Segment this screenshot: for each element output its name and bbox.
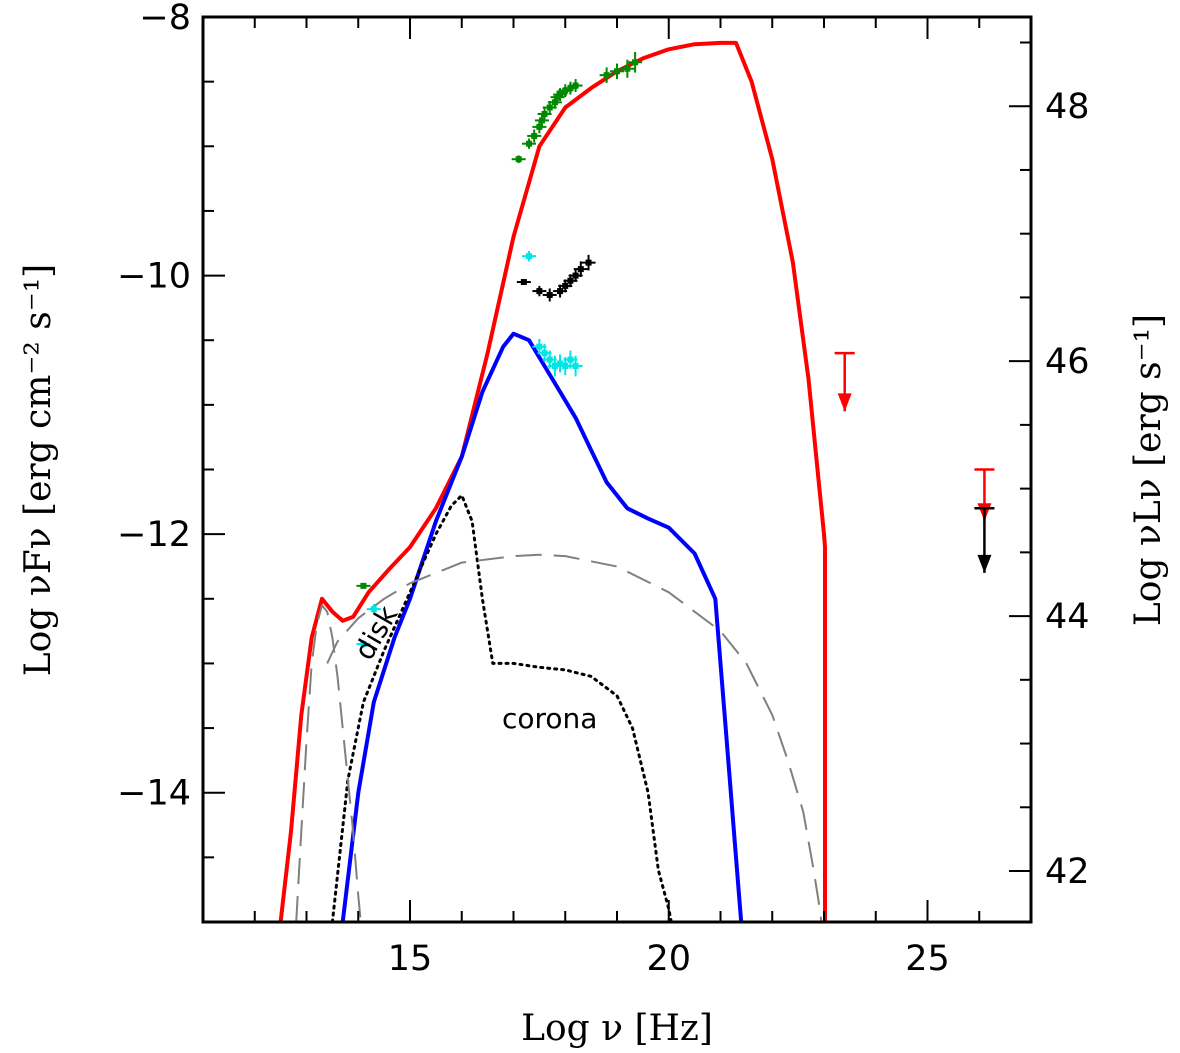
y-axis-label-right: Log νLν [erg s⁻¹] bbox=[1128, 314, 1169, 626]
upper-limit-arrow bbox=[974, 507, 995, 573]
data-point-cyan bbox=[522, 251, 537, 262]
data-point-green bbox=[620, 59, 635, 78]
plot-frame bbox=[201, 15, 1033, 924]
y-tick-label-left: −8 bbox=[139, 0, 191, 38]
curve-disk_corona bbox=[330, 493, 673, 922]
data-point-black bbox=[516, 279, 531, 286]
y-tick-label-right: 48 bbox=[1045, 87, 1090, 127]
y-axis-label-left: Log νFν [erg cm⁻² s⁻¹] bbox=[18, 264, 59, 676]
data-point-cyan bbox=[366, 603, 381, 615]
upper-limit-arrow bbox=[834, 351, 855, 412]
data-point-black bbox=[542, 288, 557, 302]
data-point-green bbox=[511, 155, 526, 164]
x-axis-label: Log ν [Hz] bbox=[521, 1008, 713, 1049]
y-tick-label-right: 44 bbox=[1045, 597, 1090, 637]
y-tick-label-left: −14 bbox=[117, 774, 191, 814]
data-point-green bbox=[527, 129, 542, 143]
y-tick-label-right: 42 bbox=[1045, 852, 1090, 892]
data-points bbox=[356, 51, 643, 648]
curve-torus bbox=[295, 604, 362, 922]
annotation-corona: corona bbox=[502, 702, 597, 735]
upper-limits bbox=[834, 351, 995, 573]
data-point-green bbox=[568, 79, 583, 92]
axis-ticks bbox=[203, 17, 1031, 923]
x-tick-label: 25 bbox=[905, 939, 950, 979]
y-tick-label-left: −10 bbox=[117, 257, 191, 297]
curve-total bbox=[278, 40, 827, 922]
x-tick-label: 15 bbox=[388, 939, 433, 979]
curve-synchrotron_ssc bbox=[340, 331, 744, 922]
data-point-cyan bbox=[356, 640, 371, 648]
y-tick-label-left: −12 bbox=[117, 515, 191, 555]
data-point-green bbox=[628, 51, 643, 73]
data-point-black bbox=[581, 254, 596, 271]
tick-labels: 15 20 25 −14 −12 −10 −8 42 44 46 48 bbox=[117, 0, 1089, 979]
data-point-black bbox=[573, 261, 588, 277]
curve-host bbox=[326, 553, 823, 922]
data-point-green bbox=[599, 67, 614, 83]
data-point-green bbox=[356, 582, 371, 589]
x-tick-label: 20 bbox=[646, 939, 691, 979]
data-point-green bbox=[522, 138, 537, 149]
y-tick-label-right: 46 bbox=[1045, 342, 1090, 382]
data-point-cyan bbox=[568, 355, 583, 377]
data-point-green bbox=[610, 63, 624, 80]
model-curves bbox=[278, 40, 827, 922]
data-point-black bbox=[532, 285, 547, 297]
